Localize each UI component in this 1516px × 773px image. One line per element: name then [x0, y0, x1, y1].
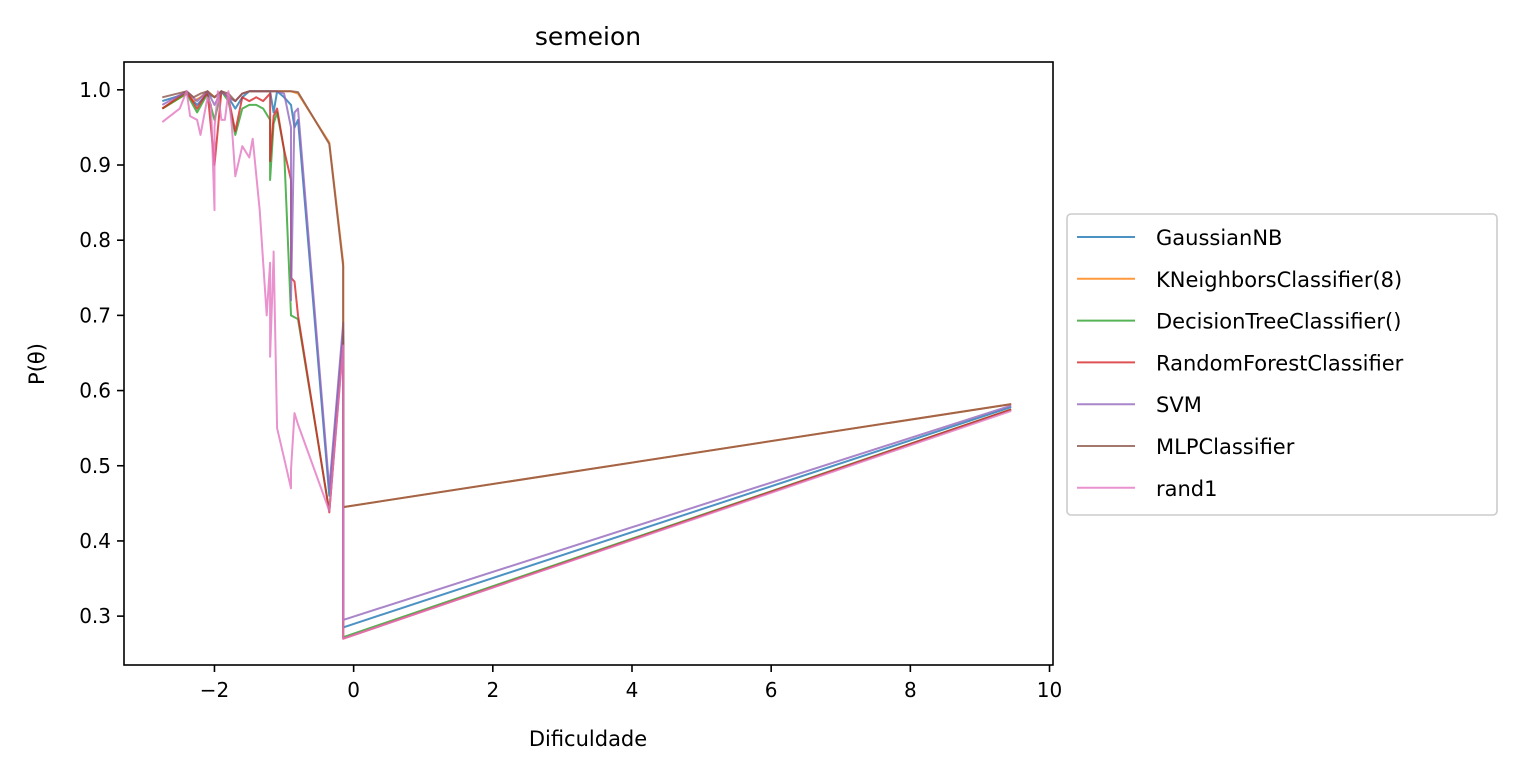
y-axis-ticks: 0.3 0.4 0.5 0.6 0.7 0.8 0.9 1.0 [79, 78, 124, 628]
y-tick-label: 0.6 [79, 379, 111, 403]
x-tick-label: −2 [200, 678, 229, 702]
legend-label: GaussianNB [1156, 226, 1282, 250]
legend-label: MLPClassifier [1156, 435, 1295, 459]
plot-frame [123, 61, 1054, 666]
y-tick-label: 0.9 [79, 153, 111, 177]
y-tick-label: 0.8 [79, 228, 111, 252]
x-tick-label: 8 [904, 678, 917, 702]
plot-area [161, 90, 1012, 640]
legend: GaussianNB KNeighborsClassifier(8) Decisio… [1066, 213, 1498, 516]
legend-box [1066, 213, 1498, 516]
y-axis-label: P(θ) [25, 343, 49, 385]
legend-label: KNeighborsClassifier(8) [1156, 268, 1402, 292]
x-tick-label: 6 [765, 678, 778, 702]
legend-label: SVM [1156, 393, 1202, 417]
legend-label: DecisionTreeClassifier() [1156, 310, 1401, 334]
y-tick-label: 1.0 [79, 78, 111, 102]
x-tick-label: 10 [1037, 678, 1062, 702]
x-axis-label: Dificuldade [529, 727, 647, 751]
x-axis-ticks: −2 0 2 4 6 8 10 [200, 665, 1062, 702]
series-line-6 [161, 90, 1012, 640]
y-tick-label: 0.3 [79, 604, 111, 628]
legend-label: rand1 [1156, 477, 1218, 501]
x-tick-label: 2 [486, 678, 499, 702]
y-tick-label: 0.5 [79, 454, 111, 478]
series-line-5 [162, 90, 1012, 509]
series-layer [161, 90, 1012, 640]
y-tick-label: 0.7 [79, 303, 111, 327]
legend-label: RandomForestClassifier [1156, 351, 1404, 375]
x-tick-label: 4 [626, 678, 639, 702]
x-tick-label: 0 [347, 678, 360, 702]
chart-title: semeion [535, 22, 641, 51]
y-tick-label: 0.4 [79, 529, 111, 553]
